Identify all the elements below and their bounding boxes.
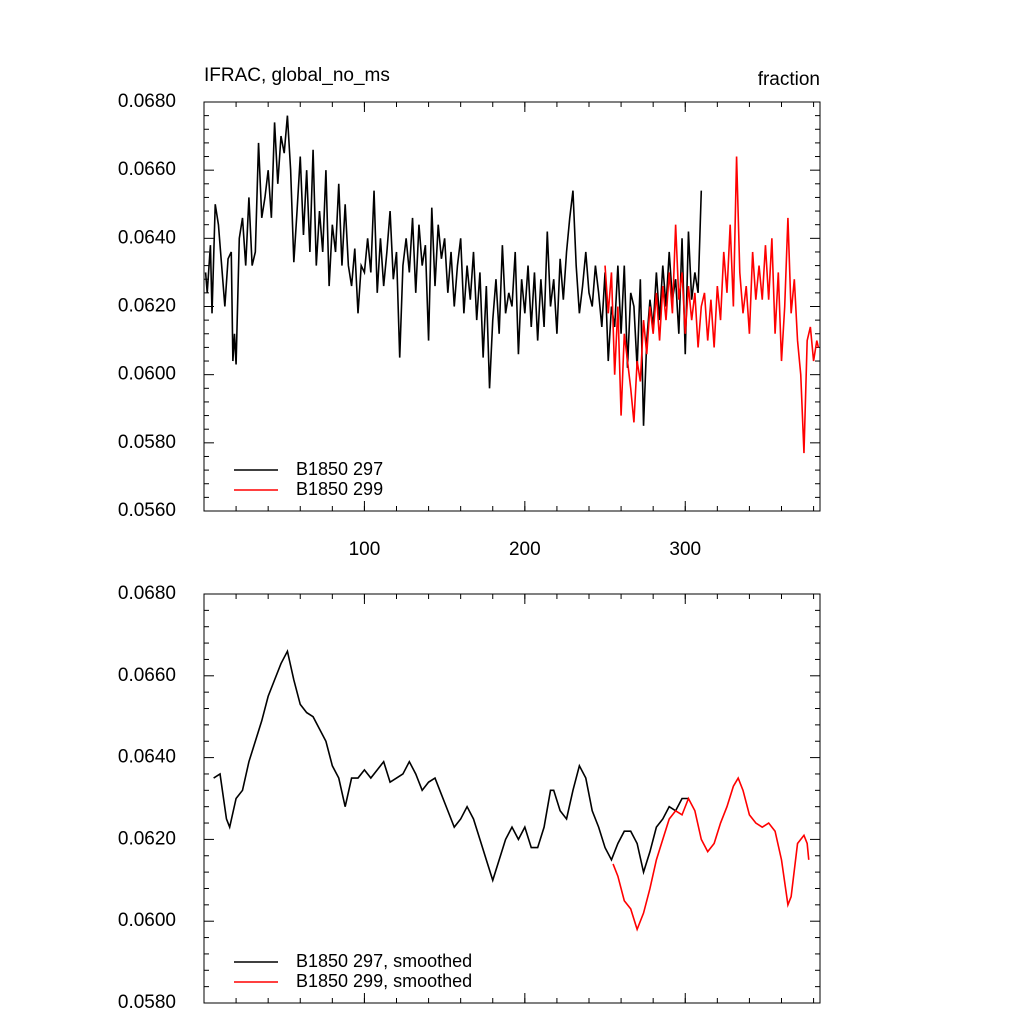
y-tick-label: 0.0580 (118, 432, 176, 453)
legend-label: B1850 297 (296, 459, 383, 479)
y-tick-label: 0.0660 (118, 665, 176, 686)
chart-subtitle: fraction (758, 69, 820, 90)
data-line (213, 648, 689, 883)
legend-label: B1850 299, smoothed (296, 971, 472, 991)
y-tick-label: 0.0680 (118, 583, 176, 604)
y-tick-label: 0.0600 (118, 910, 176, 931)
y-tick-label: 0.0620 (118, 296, 176, 317)
data-line (612, 776, 810, 932)
x-tick-label: 100 (349, 539, 381, 560)
y-tick-label: 0.0680 (118, 91, 176, 112)
legend-label: B1850 297, smoothed (296, 951, 472, 971)
x-tick-label: 300 (669, 539, 701, 560)
plot-frame (203, 593, 821, 1004)
y-tick-label: 0.0580 (118, 992, 176, 1013)
legend-label: B1850 299 (296, 479, 383, 499)
y-tick-label: 0.0640 (118, 747, 176, 768)
data-line (604, 156, 820, 454)
chart-title: IFRAC, global_no_ms (204, 65, 390, 86)
x-tick-label: 200 (509, 539, 541, 560)
y-tick-label: 0.0620 (118, 828, 176, 849)
data-line (204, 115, 703, 426)
y-tick-label: 0.0640 (118, 227, 176, 248)
y-tick-label: 0.0600 (118, 364, 176, 385)
y-tick-label: 0.0560 (118, 500, 176, 521)
y-tick-label: 0.0660 (118, 159, 176, 180)
